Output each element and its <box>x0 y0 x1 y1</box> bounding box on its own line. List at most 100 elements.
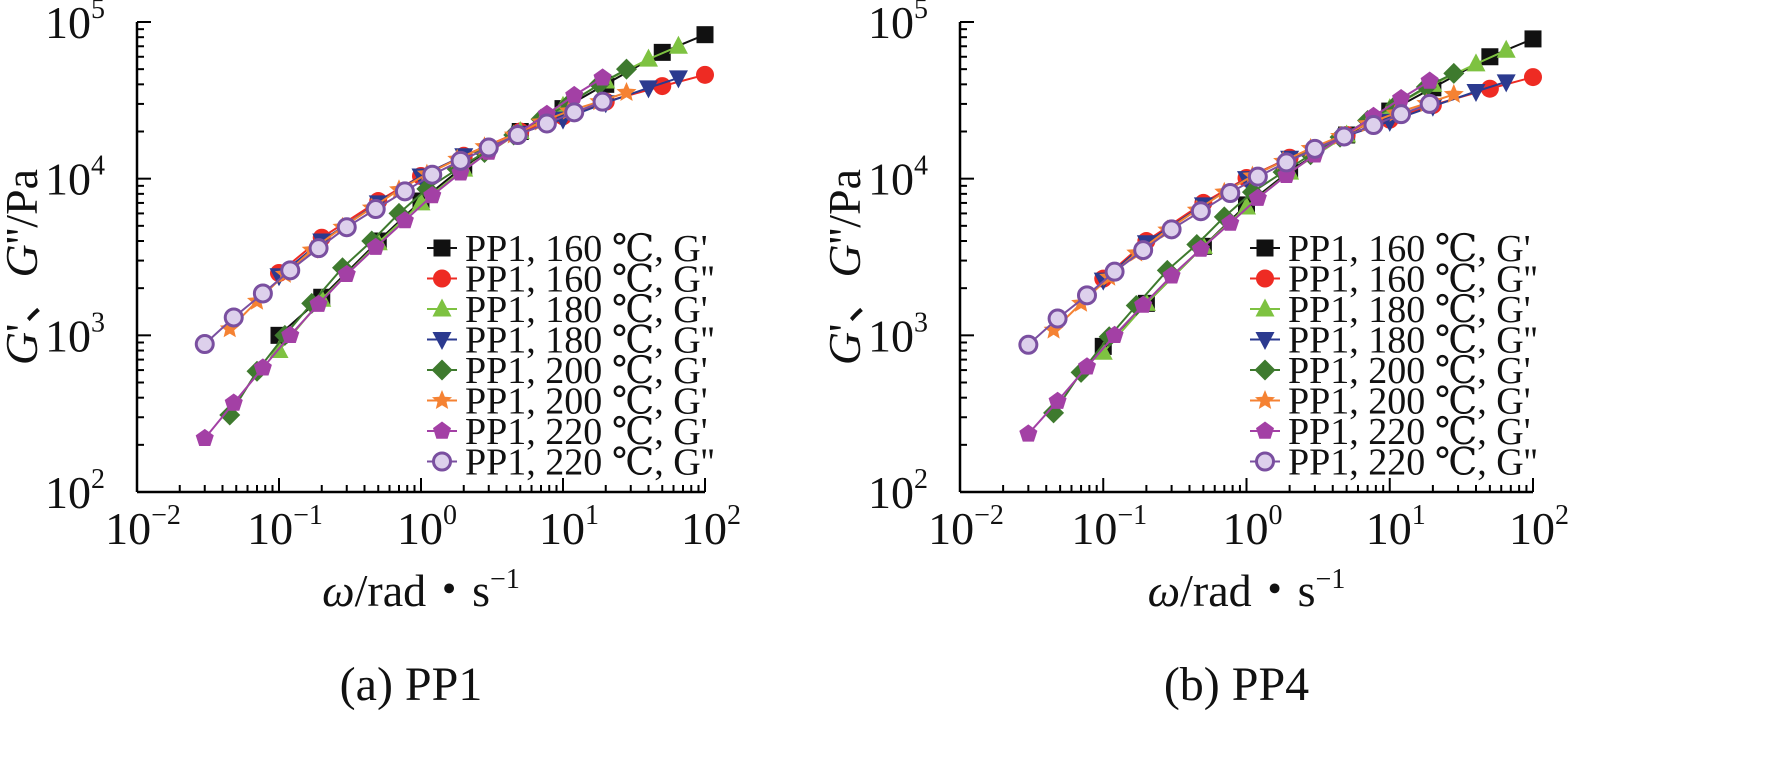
legend-item: PP1, 200 ℃, G' <box>1250 350 1531 392</box>
data-point <box>668 35 688 54</box>
legend-label: PP1, 160 ℃, G'' <box>1288 259 1537 301</box>
data-point <box>1133 240 1154 261</box>
legend-marker <box>1255 298 1275 317</box>
data-point <box>1161 219 1182 240</box>
legend-label: PP1, 160 ℃, G' <box>1288 228 1531 270</box>
x-tick-label: 101 <box>1366 500 1426 554</box>
data-point <box>1276 152 1297 173</box>
data-point <box>253 358 272 376</box>
data-point <box>395 211 414 229</box>
legend-item: PP1, 180 ℃, G'' <box>427 320 714 362</box>
data-point <box>1220 183 1241 204</box>
data-point <box>365 199 386 220</box>
legend: PP1, 160 ℃, G'PP1, 160 ℃, G''PP1, 180 ℃,… <box>1250 228 1537 484</box>
data-point <box>1420 71 1439 89</box>
x-tick-label: 102 <box>681 500 741 554</box>
data-point <box>1304 138 1325 159</box>
data-point <box>1392 89 1411 107</box>
legend-item: PP1, 220 ℃, G'' <box>427 442 714 484</box>
data-point <box>638 80 658 99</box>
data-point <box>194 334 215 355</box>
data-point <box>507 124 528 145</box>
x-tick-label: 101 <box>539 500 599 554</box>
data-point <box>336 217 357 238</box>
data-point <box>1076 285 1097 306</box>
legend-marker <box>1255 332 1275 350</box>
data-point <box>1019 424 1038 442</box>
data-point <box>1496 74 1516 93</box>
data-point <box>1247 166 1268 187</box>
data-point <box>411 192 431 211</box>
data-point <box>1191 239 1210 257</box>
legend-marker <box>1256 269 1274 288</box>
data-point <box>1047 308 1068 329</box>
data-point <box>668 70 688 89</box>
legend-label: PP1, 180 ℃, G'' <box>1288 320 1537 362</box>
data-point <box>592 91 613 112</box>
data-point <box>1104 261 1125 282</box>
data-point <box>1162 266 1181 284</box>
legend-marker <box>1255 451 1275 472</box>
chart-panel-1: 10−2 10−1 100 101 102 102 103 104 105 PP1, 160 ℃,… <box>0 0 741 711</box>
legend-marker <box>432 298 452 317</box>
legend-label: PP1, 180 ℃, G' <box>465 289 708 331</box>
legend-item: PP1, 160 ℃, G'' <box>1250 259 1537 301</box>
data-point <box>593 68 612 86</box>
data-point <box>223 307 244 328</box>
data-point <box>1391 104 1412 125</box>
legend-label: PP1, 200 ℃, G' <box>1288 350 1531 392</box>
legend-item: PP1, 160 ℃, G' <box>427 228 708 270</box>
legend-label: PP1, 220 ℃, G'' <box>1288 442 1537 484</box>
data-point <box>252 283 273 304</box>
data-point <box>696 26 714 44</box>
data-point <box>564 102 585 123</box>
data-point <box>195 428 214 446</box>
data-point <box>1334 126 1355 147</box>
legend-item: PP1, 200 ℃, G' <box>1250 381 1531 423</box>
legend-label: PP1, 220 ℃, G'' <box>465 442 714 484</box>
data-point <box>1134 295 1153 313</box>
data-point <box>423 186 442 204</box>
legend-label: PP1, 160 ℃, G'' <box>465 259 714 301</box>
data-point <box>1363 115 1384 136</box>
x-tick-label: 10−2 <box>105 500 181 554</box>
data-point <box>1496 39 1516 58</box>
legend-marker <box>432 390 452 409</box>
y-tick-label: 103 <box>868 307 928 361</box>
series-8 <box>1018 93 1440 355</box>
legend-marker <box>431 359 453 381</box>
x-tick-label: 100 <box>397 500 457 554</box>
legend-label: PP1, 220 ℃, G' <box>1288 411 1531 453</box>
legend-marker <box>433 421 451 439</box>
x-tick-label: 100 <box>1223 500 1283 554</box>
data-point <box>309 294 328 312</box>
legend-item: PP1, 160 ℃, G' <box>1250 228 1531 270</box>
legend-item: PP1, 220 ℃, G' <box>1250 411 1531 453</box>
x-tick-label: 10−1 <box>1071 500 1147 554</box>
data-point <box>536 113 557 134</box>
legend-label: PP1, 200 ℃, G' <box>1288 381 1531 423</box>
legend-marker <box>1254 359 1276 381</box>
panel-caption: (b) PP4 <box>1164 658 1309 711</box>
legend-marker <box>432 332 452 350</box>
y-tick-label: 102 <box>868 464 928 518</box>
legend-marker <box>433 269 451 288</box>
y-tick-label: 103 <box>45 307 105 361</box>
legend-label: PP1, 220 ℃, G' <box>465 411 708 453</box>
x-tick-label: 10−1 <box>247 500 323 554</box>
data-point <box>1248 188 1267 206</box>
data-point <box>1190 201 1211 222</box>
data-point <box>1524 68 1542 87</box>
y-tick-label: 102 <box>45 464 105 518</box>
data-point <box>1043 319 1064 339</box>
data-point <box>1443 62 1465 84</box>
legend-item: PP1, 180 ℃, G' <box>1250 289 1531 331</box>
data-point <box>1466 84 1486 103</box>
y-tick-label: 105 <box>868 0 928 48</box>
data-point <box>219 318 240 338</box>
legend-label: PP1, 200 ℃, G' <box>465 381 708 423</box>
data-point <box>1048 391 1067 409</box>
legend-marker <box>1256 239 1274 257</box>
legend-marker <box>1255 390 1275 409</box>
